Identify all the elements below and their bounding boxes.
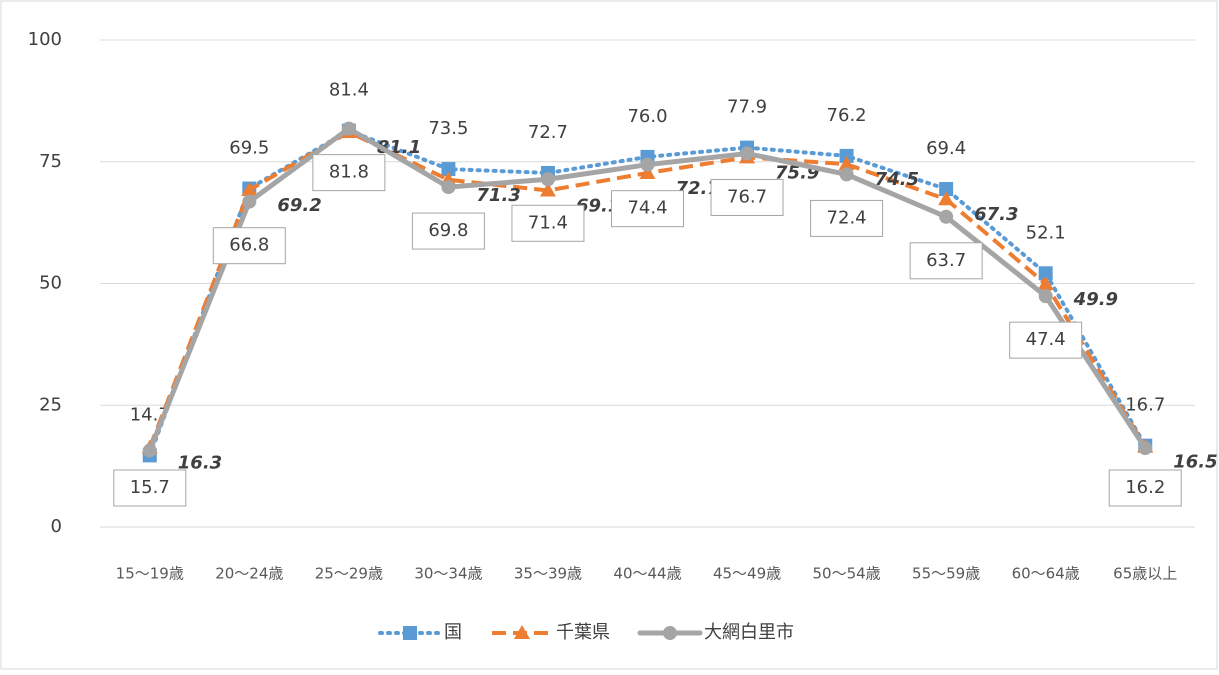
point bbox=[241, 181, 258, 196]
data-label: 69.1 bbox=[576, 195, 620, 216]
data-label: 16.2 bbox=[1125, 477, 1165, 498]
data-label: 69.2 bbox=[277, 195, 321, 216]
point bbox=[540, 172, 555, 187]
data-label: 47.4 bbox=[1026, 329, 1066, 350]
data-label: 71.3 bbox=[476, 185, 520, 206]
data-label: 71.4 bbox=[528, 212, 568, 233]
point bbox=[142, 443, 157, 458]
data-label: 16.5 bbox=[1173, 452, 1217, 473]
point bbox=[1138, 441, 1153, 456]
point bbox=[341, 121, 356, 136]
point bbox=[640, 157, 655, 172]
data-label-box bbox=[312, 154, 386, 192]
data-label: 76.7 bbox=[727, 186, 767, 207]
data-label: 16.3 bbox=[178, 453, 222, 474]
x-tick-label: 25～29歳 bbox=[315, 565, 383, 583]
data-label: 66.8 bbox=[229, 235, 269, 256]
data-label: 52.1 bbox=[1026, 222, 1066, 243]
data-label: 72.4 bbox=[827, 207, 867, 228]
data-label: 72.7 bbox=[528, 122, 568, 143]
x-tick-label: 50～54歳 bbox=[812, 565, 880, 583]
data-label: 81.8 bbox=[329, 162, 369, 183]
data-label-box bbox=[113, 469, 187, 507]
data-label: 69.8 bbox=[428, 220, 468, 241]
data-label: 16.7 bbox=[1125, 395, 1165, 416]
point bbox=[938, 191, 955, 206]
point bbox=[838, 156, 855, 171]
legend-marker bbox=[663, 626, 677, 640]
y-tick-label: 25 bbox=[39, 394, 62, 415]
legend-marker bbox=[403, 626, 417, 640]
point bbox=[441, 162, 456, 177]
x-tick-label: 40～44歳 bbox=[613, 565, 681, 583]
point bbox=[639, 164, 656, 179]
point bbox=[1038, 266, 1053, 281]
point bbox=[1038, 289, 1053, 304]
data-label: 76.0 bbox=[627, 106, 667, 127]
x-tick-label: 20～24歳 bbox=[215, 565, 283, 583]
data-label-box bbox=[1108, 469, 1182, 507]
data-label-box bbox=[611, 190, 684, 228]
x-tick-label: 65歳以上 bbox=[1113, 565, 1177, 583]
data-label-box bbox=[411, 212, 485, 250]
data-label: 76.2 bbox=[827, 105, 867, 126]
data-label-box bbox=[909, 242, 983, 280]
x-tick-label: 35～39歳 bbox=[514, 565, 582, 583]
data-label: 69.4 bbox=[926, 138, 966, 159]
x-tick-label: 15～19歳 bbox=[116, 565, 184, 583]
data-label: 15.7 bbox=[130, 477, 170, 498]
data-label-box bbox=[212, 227, 286, 265]
point bbox=[839, 148, 854, 163]
legend-label: 国 bbox=[444, 622, 462, 643]
x-tick-label: 30～34歳 bbox=[414, 565, 482, 583]
data-label-box bbox=[511, 204, 585, 242]
point bbox=[740, 146, 755, 161]
data-label: 77.9 bbox=[727, 97, 767, 118]
data-label-box bbox=[1009, 321, 1083, 359]
data-label: 81.4 bbox=[329, 80, 369, 101]
data-label-box bbox=[810, 199, 884, 237]
point bbox=[242, 194, 257, 209]
data-label: 49.9 bbox=[1073, 289, 1118, 310]
point bbox=[939, 209, 954, 224]
legend-label: 千葉県 bbox=[556, 622, 610, 643]
point bbox=[939, 182, 954, 197]
point bbox=[539, 182, 556, 197]
data-label: 74.5 bbox=[875, 169, 919, 190]
y-tick-label: 75 bbox=[39, 151, 62, 172]
data-label: 72.7 bbox=[676, 178, 721, 199]
point bbox=[839, 167, 854, 182]
x-tick-label: 55～59歳 bbox=[912, 565, 980, 583]
data-label: 69.5 bbox=[229, 138, 269, 159]
x-tick-label: 45～49歳 bbox=[713, 565, 781, 583]
data-label: 67.3 bbox=[974, 204, 1018, 225]
y-tick-label: 0 bbox=[51, 516, 62, 537]
point bbox=[441, 180, 456, 195]
y-tick-label: 100 bbox=[28, 29, 62, 50]
legend-marker bbox=[514, 625, 530, 639]
point bbox=[1037, 275, 1054, 290]
data-label: 73.5 bbox=[428, 118, 468, 139]
legend-label: 大網白里市 bbox=[704, 622, 794, 643]
y-tick-label: 50 bbox=[39, 273, 62, 294]
data-label: 74.4 bbox=[627, 198, 667, 219]
data-label-box bbox=[710, 178, 784, 216]
x-tick-label: 60～64歳 bbox=[1012, 565, 1080, 583]
data-label: 63.7 bbox=[926, 250, 966, 271]
